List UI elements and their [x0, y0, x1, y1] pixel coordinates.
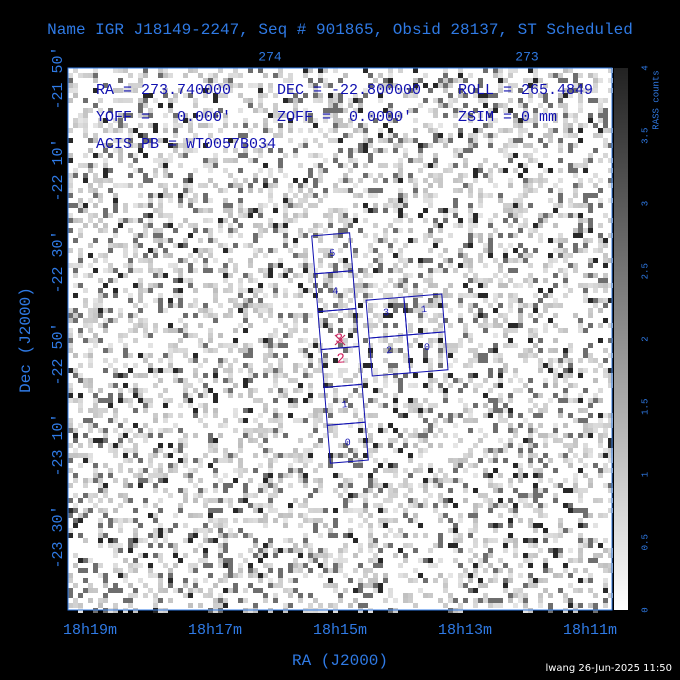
chip-label: 5: [329, 249, 336, 260]
x-axis-label: RA (J2000): [292, 652, 388, 670]
x-tick-label: 18h13m: [438, 622, 492, 639]
top-tick-label: 274: [258, 49, 282, 64]
info: ACIS PB = WT0057B034: [96, 136, 276, 153]
colorbar-tick-label: 4: [640, 65, 650, 70]
footer: lwang 26-Jun-2025 11:50: [545, 663, 672, 674]
y-axis-label: Dec (J2000): [17, 287, 35, 393]
y-tick-label: -22 10': [50, 138, 67, 201]
info: DEC = -22.800000: [277, 82, 421, 99]
colorbar-tick-label: 3: [640, 201, 650, 206]
chip-label: 2: [386, 346, 393, 357]
y-tick-label: -21 50': [50, 46, 67, 109]
colorbar-tick-label: 0: [640, 607, 650, 612]
x-tick-label: 18h11m: [563, 622, 617, 639]
chip-label: 0: [424, 343, 431, 354]
colorbar-tick-label: 1.5: [640, 399, 650, 415]
colorbar: [614, 68, 628, 610]
chip-label: 2: [336, 351, 346, 368]
chip-layout: 5432103120: [311, 232, 449, 464]
x-tick-label: 18h19m: [63, 622, 117, 639]
chip-label: 0: [344, 438, 351, 449]
title: Name IGR J18149-2247, Seq # 901865, Obsi…: [47, 21, 633, 39]
info: ROLL = 265.4849: [458, 82, 593, 99]
colorbar-tick-label: 1: [640, 472, 650, 477]
sky-noise: [68, 68, 613, 613]
colorbar-tick-label: 3.5: [640, 128, 650, 144]
x-tick-label: 18h15m: [313, 622, 367, 639]
colorbar-label: RASS counts: [651, 70, 661, 129]
colorbar-tick-label: 2.5: [640, 263, 650, 279]
acis-i-array: 3 1 2 0: [365, 293, 449, 377]
chip-label: 4: [332, 287, 339, 298]
info: ZSIM = 0 mm: [458, 109, 557, 126]
chip: [326, 421, 369, 464]
x-tick-label: 18h17m: [188, 622, 242, 639]
y-tick-label: -22 50': [50, 322, 67, 385]
top-tick-label: 273: [515, 49, 538, 64]
info: ZOFF = 0.0000': [277, 109, 412, 126]
chip-label: 1: [341, 400, 348, 411]
y-tick-label: -23 30': [50, 505, 67, 568]
colorbar-tick-label: 0.5: [640, 534, 650, 550]
colorbar-tick-label: 2: [640, 336, 650, 341]
chip-label: 3: [383, 308, 390, 319]
info: RA = 273.740000: [96, 82, 231, 99]
y-tick-label: -23 10': [50, 413, 67, 476]
plot-frame: [67, 67, 613, 611]
target-marker: [334, 334, 346, 346]
chip-label: 1: [421, 305, 428, 316]
info: YOFF = 0.000': [96, 109, 231, 126]
chip: [406, 331, 449, 374]
y-tick-label: -22 30': [50, 230, 67, 293]
